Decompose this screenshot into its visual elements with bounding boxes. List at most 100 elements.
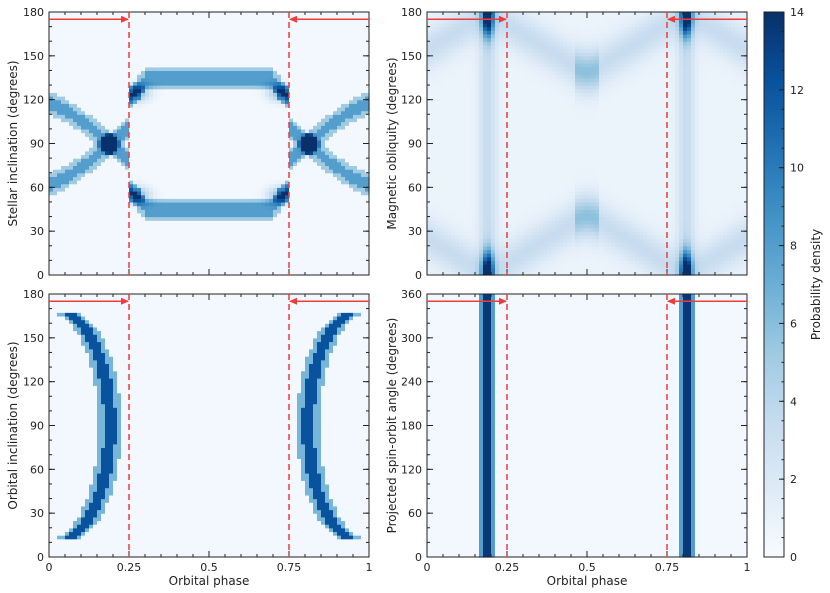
- heatmap-cell: [69, 184, 74, 188]
- heatmap-cell: [157, 19, 162, 23]
- heatmap-cell: [245, 63, 250, 67]
- heatmap-cell: [121, 165, 126, 169]
- heatmap-cell: [193, 52, 198, 56]
- heatmap-cell: [281, 129, 286, 133]
- heatmap-cell: [85, 235, 90, 239]
- heatmap-cell: [185, 144, 190, 148]
- heatmap-cell: [205, 165, 210, 169]
- heatmap-cell: [253, 198, 258, 202]
- heatmap-cell: [293, 151, 298, 155]
- heatmap-cell: [181, 23, 186, 27]
- heatmap-cell: [169, 133, 174, 137]
- heatmap-cell: [161, 63, 166, 67]
- heatmap-cell: [189, 23, 194, 27]
- heatmap-cell: [193, 209, 198, 213]
- heatmap-cell: [197, 246, 202, 250]
- heatmap-cell: [269, 89, 274, 93]
- heatmap-cell: [149, 154, 154, 158]
- heatmap-cell: [281, 154, 286, 158]
- heatmap-cell: [165, 27, 170, 31]
- heatmap-cell: [181, 111, 186, 115]
- heatmap-cell: [145, 133, 150, 137]
- heatmap-cell: [65, 235, 70, 239]
- heatmap-cell: [133, 27, 138, 31]
- heatmap-cell: [97, 180, 102, 184]
- heatmap-cell: [253, 242, 258, 246]
- heatmap-cell: [197, 224, 202, 228]
- heatmap-cell: [273, 129, 278, 133]
- heatmap-cell: [221, 122, 226, 126]
- heatmap-cell: [97, 23, 102, 27]
- heatmap-cell: [157, 158, 162, 162]
- heatmap-cell: [317, 257, 322, 261]
- heatmap-cell: [209, 92, 214, 96]
- heatmap-cell: [69, 103, 74, 107]
- heatmap-cell: [261, 23, 266, 27]
- heatmap-cell: [225, 187, 230, 191]
- heatmap-cell: [321, 184, 326, 188]
- heatmap-cell: [245, 52, 250, 56]
- heatmap-cell: [293, 23, 298, 27]
- heatmap-cell: [121, 144, 126, 148]
- heatmap-cell: [101, 246, 106, 250]
- heatmap-cell: [309, 114, 314, 118]
- heatmap-cell: [109, 49, 114, 53]
- heatmap-cell: [325, 180, 330, 184]
- heatmap-cell: [137, 198, 142, 202]
- heatmap-cell: [221, 169, 226, 173]
- heatmap-cell: [213, 111, 218, 115]
- heatmap-cell: [233, 260, 238, 264]
- heatmap-cell: [97, 176, 102, 180]
- heatmap-cell: [133, 100, 138, 104]
- heatmap-cell: [109, 224, 114, 228]
- heatmap-cell: [117, 235, 122, 239]
- heatmap-cell: [253, 165, 258, 169]
- heatmap-cell: [261, 78, 266, 82]
- heatmap-cell: [97, 30, 102, 34]
- heatmap-cell: [201, 235, 206, 239]
- heatmap-cell: [153, 125, 158, 129]
- heatmap-cell: [217, 136, 222, 140]
- heatmap-cell: [317, 198, 322, 202]
- heatmap-cell: [313, 187, 318, 191]
- heatmap-cell: [113, 67, 118, 71]
- heatmap-cell: [313, 136, 318, 140]
- heatmap-cell: [205, 224, 210, 228]
- heatmap-cell: [173, 19, 178, 23]
- heatmap-cell: [157, 257, 162, 261]
- heatmap-cell: [69, 107, 74, 111]
- heatmap-cell: [137, 195, 142, 199]
- heatmap-cell: [273, 238, 278, 242]
- heatmap-cell: [153, 49, 158, 53]
- heatmap-cell: [257, 198, 262, 202]
- heatmap-cell: [69, 224, 74, 228]
- heatmap-cell: [113, 92, 118, 96]
- heatmap-cell: [201, 198, 206, 202]
- heatmap-cell: [77, 257, 82, 261]
- heatmap-cell: [237, 260, 242, 264]
- heatmap-cell: [185, 27, 190, 31]
- heatmap-cell: [57, 56, 62, 60]
- heatmap-cell: [205, 122, 210, 126]
- heatmap-cell: [225, 96, 230, 100]
- heatmap-cell: [105, 85, 110, 89]
- heatmap-cell: [281, 16, 286, 20]
- heatmap-cell: [225, 154, 230, 158]
- heatmap-cell: [309, 52, 314, 56]
- heatmap-cell: [197, 187, 202, 191]
- heatmap-cell: [137, 144, 142, 148]
- heatmap-cell: [249, 78, 254, 82]
- heatmap-cell: [313, 140, 318, 144]
- heatmap-cell: [249, 235, 254, 239]
- heatmap-cell: [129, 268, 134, 272]
- heatmap-cell: [185, 187, 190, 191]
- heatmap-cell: [61, 253, 66, 257]
- heatmap-cell: [305, 41, 310, 45]
- heatmap-cell: [237, 41, 242, 45]
- heatmap-cell: [201, 268, 206, 272]
- heatmap-cell: [61, 41, 66, 45]
- heatmap-cell: [133, 133, 138, 137]
- heatmap-cell: [241, 100, 246, 104]
- heatmap-cell: [317, 253, 322, 257]
- heatmap-cell: [97, 231, 102, 235]
